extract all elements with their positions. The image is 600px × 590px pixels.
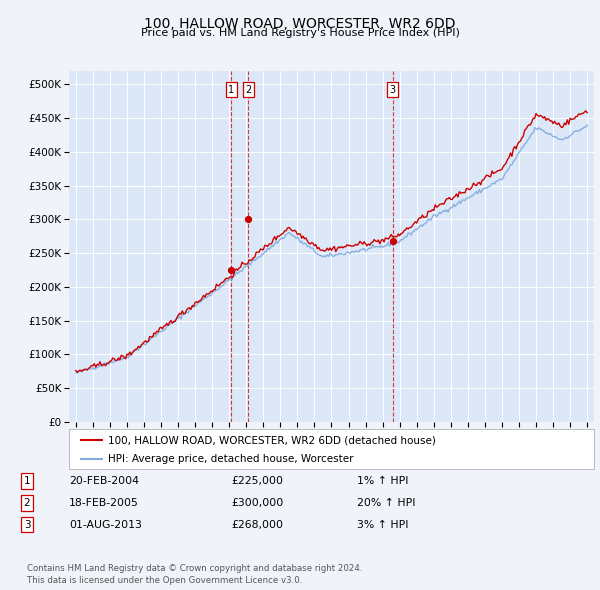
Text: Price paid vs. HM Land Registry's House Price Index (HPI): Price paid vs. HM Land Registry's House … [140,28,460,38]
Text: 100, HALLOW ROAD, WORCESTER, WR2 6DD: 100, HALLOW ROAD, WORCESTER, WR2 6DD [144,17,456,31]
Text: 20% ↑ HPI: 20% ↑ HPI [357,498,415,507]
Point [388,236,397,245]
Text: 100, HALLOW ROAD, WORCESTER, WR2 6DD (detached house): 100, HALLOW ROAD, WORCESTER, WR2 6DD (de… [109,435,436,445]
Text: 3% ↑ HPI: 3% ↑ HPI [357,520,409,529]
Text: Contains HM Land Registry data © Crown copyright and database right 2024.
This d: Contains HM Land Registry data © Crown c… [27,565,362,585]
Text: 3: 3 [23,520,31,529]
Text: 2: 2 [23,498,31,507]
Text: £268,000: £268,000 [231,520,283,529]
Text: 18-FEB-2005: 18-FEB-2005 [69,498,139,507]
Text: 2: 2 [245,85,251,95]
Text: 1% ↑ HPI: 1% ↑ HPI [357,476,409,486]
Point [244,215,253,224]
Point [227,266,236,275]
Text: HPI: Average price, detached house, Worcester: HPI: Average price, detached house, Worc… [109,454,354,464]
Text: 20-FEB-2004: 20-FEB-2004 [69,476,139,486]
Text: £225,000: £225,000 [231,476,283,486]
Text: 1: 1 [229,85,235,95]
Text: 3: 3 [389,85,395,95]
Text: 01-AUG-2013: 01-AUG-2013 [69,520,142,529]
Text: 1: 1 [23,476,31,486]
Text: £300,000: £300,000 [231,498,283,507]
